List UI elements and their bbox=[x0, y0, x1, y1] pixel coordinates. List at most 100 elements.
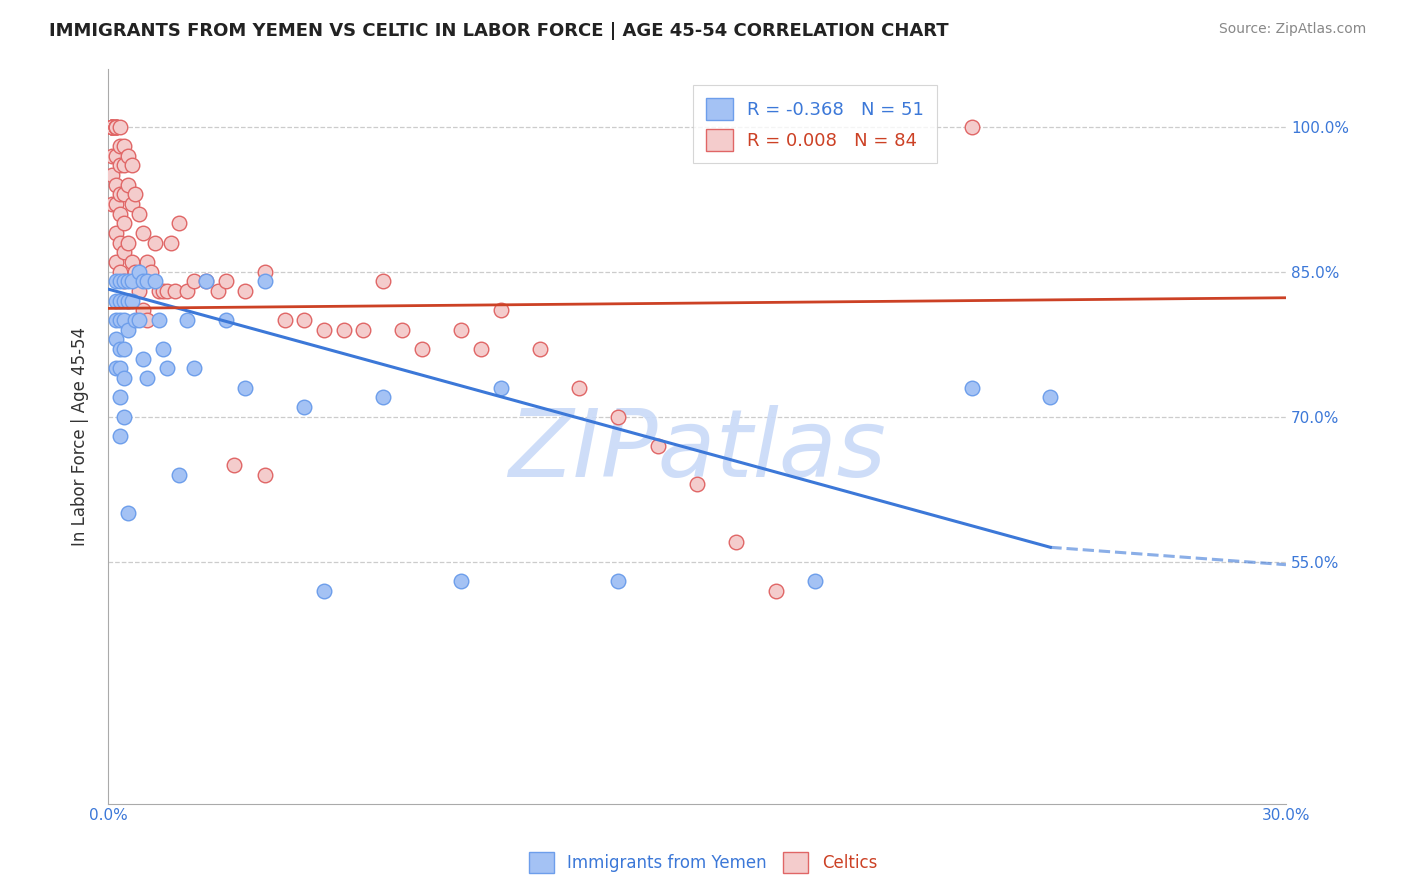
Point bbox=[108, 361, 131, 376]
Point bbox=[112, 216, 135, 230]
Point bbox=[132, 274, 155, 288]
Point bbox=[104, 332, 127, 346]
Point bbox=[101, 120, 124, 134]
Point bbox=[215, 274, 238, 288]
Point bbox=[108, 390, 131, 404]
Point bbox=[312, 583, 335, 598]
Point bbox=[152, 342, 174, 356]
Point bbox=[104, 178, 127, 192]
Point bbox=[112, 293, 135, 308]
Point bbox=[112, 274, 135, 288]
Point bbox=[112, 409, 135, 424]
Point bbox=[470, 342, 492, 356]
Point bbox=[167, 216, 190, 230]
Point bbox=[117, 293, 139, 308]
Point bbox=[101, 120, 124, 134]
Point bbox=[312, 323, 335, 337]
Point bbox=[104, 226, 127, 240]
Point bbox=[489, 303, 512, 318]
Legend: R = -0.368   N = 51, R = 0.008   N = 84: R = -0.368 N = 51, R = 0.008 N = 84 bbox=[693, 85, 936, 163]
Y-axis label: In Labor Force | Age 45-54: In Labor Force | Age 45-54 bbox=[72, 326, 89, 546]
Point bbox=[101, 120, 124, 134]
Point bbox=[960, 381, 983, 395]
Point bbox=[108, 120, 131, 134]
Point bbox=[235, 381, 257, 395]
Point bbox=[117, 323, 139, 337]
Point bbox=[104, 293, 127, 308]
Point bbox=[128, 284, 150, 298]
Point bbox=[292, 313, 315, 327]
Point bbox=[132, 351, 155, 366]
Point bbox=[273, 313, 295, 327]
Point bbox=[117, 235, 139, 250]
Point bbox=[960, 120, 983, 134]
Point bbox=[132, 303, 155, 318]
Point bbox=[101, 168, 124, 182]
Point bbox=[121, 255, 143, 269]
Point bbox=[121, 158, 143, 172]
Point bbox=[121, 274, 143, 288]
Point bbox=[101, 197, 124, 211]
Point bbox=[148, 313, 170, 327]
Point bbox=[489, 381, 512, 395]
Point bbox=[104, 274, 127, 288]
Point bbox=[254, 274, 277, 288]
Point bbox=[101, 120, 124, 134]
Point bbox=[128, 265, 150, 279]
Point bbox=[117, 178, 139, 192]
Point bbox=[108, 235, 131, 250]
Point bbox=[108, 158, 131, 172]
Point bbox=[121, 293, 143, 308]
Point bbox=[121, 197, 143, 211]
Point bbox=[607, 409, 630, 424]
Point bbox=[101, 120, 124, 134]
Point bbox=[112, 139, 135, 153]
Point bbox=[803, 574, 825, 589]
Point bbox=[725, 535, 748, 549]
Point bbox=[411, 342, 433, 356]
Point bbox=[112, 245, 135, 260]
Point bbox=[104, 120, 127, 134]
Point bbox=[112, 274, 135, 288]
Point bbox=[176, 313, 198, 327]
Point bbox=[183, 361, 205, 376]
Point bbox=[101, 120, 124, 134]
Point bbox=[647, 439, 669, 453]
Point bbox=[124, 313, 146, 327]
Point bbox=[568, 381, 591, 395]
Point bbox=[104, 120, 127, 134]
Point bbox=[124, 265, 146, 279]
Point bbox=[112, 158, 135, 172]
Point bbox=[1039, 390, 1062, 404]
Point bbox=[143, 274, 166, 288]
Point bbox=[391, 323, 413, 337]
Legend: Immigrants from Yemen, Celtics: Immigrants from Yemen, Celtics bbox=[522, 846, 884, 880]
Point bbox=[450, 574, 472, 589]
Point bbox=[104, 148, 127, 162]
Point bbox=[254, 467, 277, 482]
Point bbox=[183, 274, 205, 288]
Point bbox=[108, 313, 131, 327]
Point bbox=[104, 120, 127, 134]
Point bbox=[254, 265, 277, 279]
Point bbox=[156, 361, 179, 376]
Point bbox=[141, 265, 163, 279]
Point bbox=[292, 400, 315, 414]
Point bbox=[195, 274, 218, 288]
Point bbox=[136, 371, 159, 385]
Point bbox=[104, 361, 127, 376]
Point bbox=[207, 284, 229, 298]
Point bbox=[148, 284, 170, 298]
Point bbox=[104, 197, 127, 211]
Point bbox=[104, 255, 127, 269]
Point bbox=[108, 274, 131, 288]
Point bbox=[104, 120, 127, 134]
Point bbox=[128, 206, 150, 220]
Text: ZIPatlas: ZIPatlas bbox=[508, 405, 886, 496]
Point bbox=[215, 313, 238, 327]
Point bbox=[112, 371, 135, 385]
Point bbox=[235, 284, 257, 298]
Point bbox=[167, 467, 190, 482]
Point bbox=[117, 293, 139, 308]
Point bbox=[371, 274, 394, 288]
